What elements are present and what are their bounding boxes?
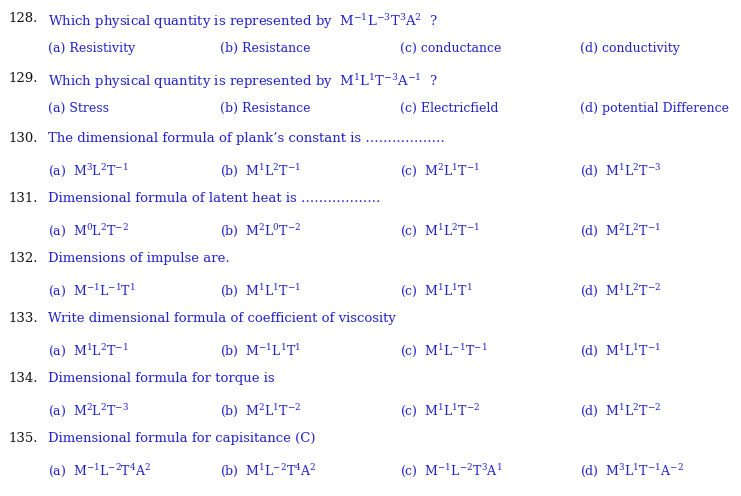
Text: (a)  $\mathregular{M^3L^2T^{-1}}$: (a) $\mathregular{M^3L^2T^{-1}}$ [48,162,128,179]
Text: Dimensions of impulse are.: Dimensions of impulse are. [48,252,230,265]
Text: (d)  $\mathregular{M^2L^2T^{-1}}$: (d) $\mathregular{M^2L^2T^{-1}}$ [580,222,661,239]
Text: 129.: 129. [8,72,38,85]
Text: (c)  $\mathregular{M^1L^2T^{-1}}$: (c) $\mathregular{M^1L^2T^{-1}}$ [400,222,480,239]
Text: (c)  $\mathregular{M^2L^1T^{-1}}$: (c) $\mathregular{M^2L^1T^{-1}}$ [400,162,480,179]
Text: Dimensional formula for capisitance (C): Dimensional formula for capisitance (C) [48,432,316,445]
Text: (c)  $\mathregular{M^1L^1T^1}$: (c) $\mathregular{M^1L^1T^1}$ [400,282,473,299]
Text: Dimensional formula of latent heat is ………………: Dimensional formula of latent heat is ……… [48,192,380,205]
Text: (b)  $\mathregular{M^1L^1T^{-1}}$: (b) $\mathregular{M^1L^1T^{-1}}$ [220,282,301,299]
Text: (c)  $\mathregular{M^1L^{-1}T^{-1}}$: (c) $\mathregular{M^1L^{-1}T^{-1}}$ [400,342,488,359]
Text: (d)  $\mathregular{M^3L^1T^{-1}A^{-2}}$: (d) $\mathregular{M^3L^1T^{-1}A^{-2}}$ [580,462,684,479]
Text: (a)  $\mathregular{M^0L^2T^{-2}}$: (a) $\mathregular{M^0L^2T^{-2}}$ [48,222,129,239]
Text: 132.: 132. [8,252,38,265]
Text: (d)  $\mathregular{M^1L^2T^{-3}}$: (d) $\mathregular{M^1L^2T^{-3}}$ [580,162,662,179]
Text: 131.: 131. [8,192,38,205]
Text: (b) Resistance: (b) Resistance [220,102,310,115]
Text: (a) Stress: (a) Stress [48,102,109,115]
Text: (d)  $\mathregular{M^1L^2T^{-2}}$: (d) $\mathregular{M^1L^2T^{-2}}$ [580,402,662,419]
Text: (c) Electricfield: (c) Electricfield [400,102,499,115]
Text: Which physical quantity is represented by  $\mathregular{M^1L^1T^{-3}A^{-1}}$  ?: Which physical quantity is represented b… [48,72,438,91]
Text: (b)  $\mathregular{M^2L^1T^{-2}}$: (b) $\mathregular{M^2L^1T^{-2}}$ [220,402,302,419]
Text: (b)  $\mathregular{M^2L^0T^{-2}}$: (b) $\mathregular{M^2L^0T^{-2}}$ [220,222,302,239]
Text: (b)  $\mathregular{M^1L^2T^{-1}}$: (b) $\mathregular{M^1L^2T^{-1}}$ [220,162,301,179]
Text: Write dimensional formula of coefficient of viscosity: Write dimensional formula of coefficient… [48,312,396,325]
Text: Dimensional formula for torque is: Dimensional formula for torque is [48,372,275,385]
Text: 134.: 134. [8,372,38,385]
Text: 130.: 130. [8,132,38,145]
Text: (a)  $\mathregular{M^2L^2T^{-3}}$: (a) $\mathregular{M^2L^2T^{-3}}$ [48,402,129,419]
Text: 133.: 133. [8,312,38,325]
Text: (d) potential Difference: (d) potential Difference [580,102,729,115]
Text: (a)  $\mathregular{M^{-1}L^{-2}T^4A^2}$: (a) $\mathregular{M^{-1}L^{-2}T^4A^2}$ [48,462,151,479]
Text: (d) conductivity: (d) conductivity [580,42,680,55]
Text: (a) Resistivity: (a) Resistivity [48,42,136,55]
Text: (c) conductance: (c) conductance [400,42,502,55]
Text: Which physical quantity is represented by  $\mathregular{M^{-1}L^{-3}T^3A^2}$  ?: Which physical quantity is represented b… [48,12,438,31]
Text: (d)  $\mathregular{M^1L^2T^{-2}}$: (d) $\mathregular{M^1L^2T^{-2}}$ [580,282,662,299]
Text: (a)  $\mathregular{M^1L^2T^{-1}}$: (a) $\mathregular{M^1L^2T^{-1}}$ [48,342,128,359]
Text: (b)  $\mathregular{M^1L^{-2}T^4A^2}$: (b) $\mathregular{M^1L^{-2}T^4A^2}$ [220,462,316,479]
Text: (c)  $\mathregular{M^{-1}L^{-2}T^3A^1}$: (c) $\mathregular{M^{-1}L^{-2}T^3A^1}$ [400,462,502,479]
Text: (a)  $\mathregular{M^{-1}L^{-1}T^1}$: (a) $\mathregular{M^{-1}L^{-1}T^1}$ [48,282,136,299]
Text: 135.: 135. [8,432,38,445]
Text: (c)  $\mathregular{M^1L^1T^{-2}}$: (c) $\mathregular{M^1L^1T^{-2}}$ [400,402,480,419]
Text: (d)  $\mathregular{M^1L^1T^{-1}}$: (d) $\mathregular{M^1L^1T^{-1}}$ [580,342,661,359]
Text: (b) Resistance: (b) Resistance [220,42,310,55]
Text: (b)  $\mathregular{M^{-1}L^1T^1}$: (b) $\mathregular{M^{-1}L^1T^1}$ [220,342,301,359]
Text: The dimensional formula of plank’s constant is ………………: The dimensional formula of plank’s const… [48,132,445,145]
Text: 128.: 128. [8,12,37,25]
